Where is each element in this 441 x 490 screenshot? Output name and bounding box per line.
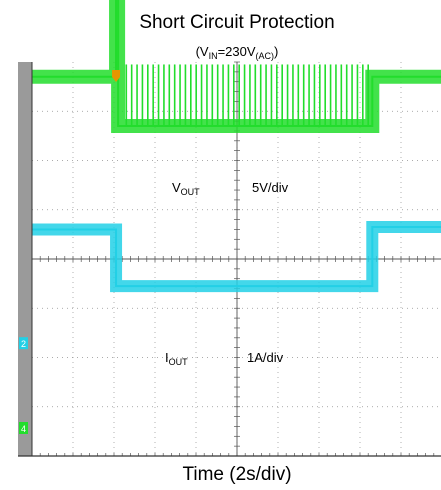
vout-label-main: V [172, 180, 181, 195]
iout-label-main: I [165, 350, 169, 365]
subtitle-mid: =230V [218, 44, 256, 59]
channel-2-marker-icon [19, 337, 28, 350]
scope-marks: 24 [19, 70, 121, 434]
iout-scale-label: 1A/div [247, 350, 284, 365]
trigger-marker-icon [112, 70, 121, 82]
channel-4-marker-label: 4 [21, 424, 26, 434]
vout-scale-label: 5V/div [252, 180, 289, 195]
subtitle-close: ) [274, 44, 278, 59]
subtitle-sub-ac: (AC) [256, 51, 275, 61]
subtitle-sub-in: IN [209, 51, 218, 61]
scope-traces [32, 0, 441, 293]
vout-label: VOUT [172, 180, 200, 197]
vout-label-sub: OUT [181, 187, 201, 197]
chart-subtitle: (VIN=230V(AC)) [196, 44, 279, 61]
iout-label: IOUT [165, 350, 188, 367]
trace-iout-line [32, 0, 441, 128]
x-axis-label: Time (2s/div) [182, 464, 291, 485]
chart-title: Short Circuit Protection [139, 12, 334, 33]
trace-vout-line [32, 225, 441, 288]
channel-2-marker-label: 2 [21, 339, 26, 349]
subtitle-open: (V [196, 44, 209, 59]
scope-left-bar [18, 62, 32, 456]
channel-4-marker-icon [19, 422, 28, 434]
iout-label-sub: OUT [169, 357, 189, 367]
